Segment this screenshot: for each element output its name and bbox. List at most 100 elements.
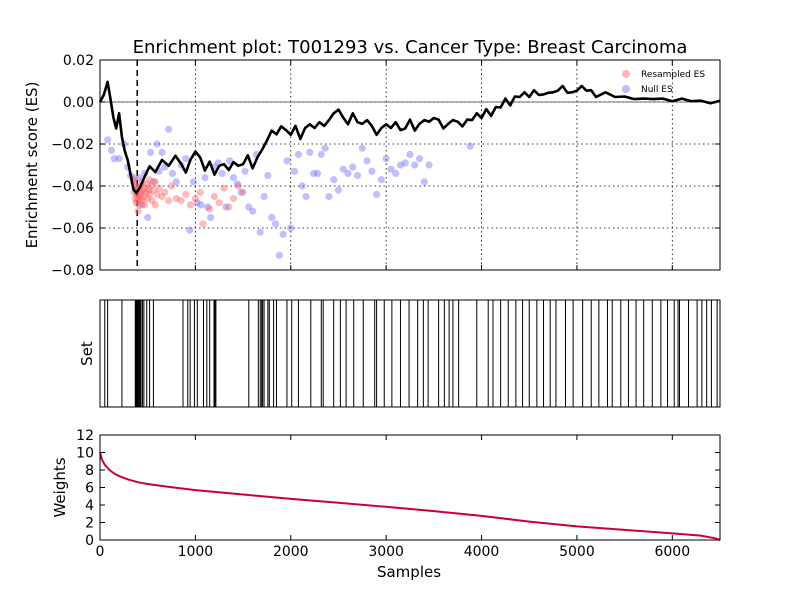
legend-null-marker: [622, 85, 630, 93]
null-es-point: [306, 148, 314, 156]
null-es-point: [382, 155, 390, 163]
resampled-es-point: [142, 188, 150, 196]
null-es-point: [290, 167, 299, 175]
x-tick-label: 0: [96, 544, 105, 560]
resampled-es-point: [161, 188, 169, 196]
null-es-point: [401, 159, 409, 167]
null-es-point: [110, 155, 118, 163]
null-es-point: [466, 142, 474, 150]
x-tick-label: 1000: [178, 544, 214, 560]
resampled-es-point: [141, 201, 149, 209]
es-frame: [99, 59, 721, 271]
resampled-es-point: [151, 201, 159, 209]
resampled-es-point: [135, 201, 143, 209]
null-es-point: [425, 161, 433, 169]
resampled-es-point: [151, 178, 159, 186]
x-tick-label: 3000: [368, 544, 404, 560]
resampled-es-point: [131, 195, 139, 203]
null-es-point: [387, 165, 395, 173]
legend-resampled-label: Resampled ES: [641, 70, 705, 80]
weights-line: [99, 452, 721, 541]
null-es-point: [189, 178, 198, 186]
y-tick-label: 10: [76, 446, 94, 462]
resampled-es-point: [210, 192, 219, 201]
null-es-point: [260, 192, 268, 201]
resampled-es-point: [137, 190, 145, 198]
null-es-point: [245, 203, 253, 211]
resampled-es-point: [149, 186, 158, 194]
resampled-es-points: [129, 174, 247, 228]
y-tick-label: 2: [85, 516, 94, 532]
null-es-point: [344, 169, 352, 177]
resampled-es-point: [146, 190, 154, 198]
null-es-point: [153, 140, 161, 148]
null-es-point: [275, 251, 283, 259]
resampled-es-point: [234, 182, 242, 190]
y-tick-label: 12: [76, 428, 94, 444]
legend-resampled-marker: [622, 70, 630, 78]
null-es-point: [186, 226, 194, 234]
resampled-es-point: [138, 197, 146, 205]
resampled-es-point: [135, 192, 143, 201]
resampled-es-point: [153, 190, 161, 198]
resampled-es-point: [148, 197, 156, 205]
resampled-es-point: [140, 192, 148, 201]
null-es-point: [168, 169, 177, 177]
legend-null-label: Null ES: [641, 85, 673, 95]
y-tick-label: 4: [85, 498, 94, 514]
null-es-point: [138, 201, 146, 209]
null-es-point: [317, 150, 325, 159]
resampled-es-point: [145, 186, 153, 194]
null-es-point: [302, 192, 310, 201]
set-panel: Set: [78, 299, 721, 408]
null-es-point: [241, 167, 249, 175]
null-es-point: [392, 169, 400, 177]
null-es-point: [268, 213, 276, 222]
null-es-point: [233, 180, 241, 188]
null-es-point: [310, 169, 318, 177]
resampled-es-point: [144, 195, 152, 203]
null-es-point: [226, 157, 234, 165]
resampled-es-point: [134, 207, 142, 215]
null-es-point: [182, 155, 190, 163]
null-es-point: [172, 178, 180, 186]
y-tick-label: −0.06: [51, 221, 94, 237]
null-es-point: [294, 150, 302, 159]
resampled-es-point: [146, 176, 154, 184]
set-hits: [104, 300, 718, 407]
resampled-es-point: [139, 186, 147, 194]
resampled-es-point: [196, 188, 204, 196]
resampled-es-point: [239, 188, 247, 196]
null-es-point: [165, 125, 173, 133]
null-es-point: [146, 148, 155, 156]
null-es-point: [287, 224, 295, 232]
resampled-es-point: [136, 195, 144, 203]
null-es-point: [107, 146, 116, 154]
null-es-point: [264, 171, 272, 180]
weights-y-ticks: 02 46 810 12: [76, 428, 720, 549]
null-es-point: [396, 161, 405, 169]
resampled-es-point: [199, 220, 207, 228]
resampled-es-point: [155, 184, 163, 192]
null-es-point: [368, 167, 376, 175]
null-es-point: [193, 199, 201, 207]
x-tick-label: 5000: [559, 544, 595, 560]
resampled-es-point: [143, 180, 151, 188]
null-es-point: [325, 192, 333, 201]
resampled-es-point: [146, 182, 155, 190]
null-es-points: [104, 125, 474, 259]
resampled-es-point: [215, 199, 223, 207]
legend: Resampled ES Null ES: [622, 70, 705, 95]
null-es-point: [158, 148, 166, 156]
x-axis-label: Samples: [377, 563, 441, 581]
null-es-point: [222, 203, 230, 211]
null-es-point: [115, 155, 123, 163]
resampled-es-point: [225, 203, 233, 211]
null-es-point: [415, 155, 424, 163]
null-es-point: [373, 190, 381, 198]
y-tick-label: 8: [85, 463, 94, 479]
null-es-point: [144, 213, 152, 222]
null-es-point: [218, 169, 226, 177]
null-es-point: [420, 178, 428, 186]
